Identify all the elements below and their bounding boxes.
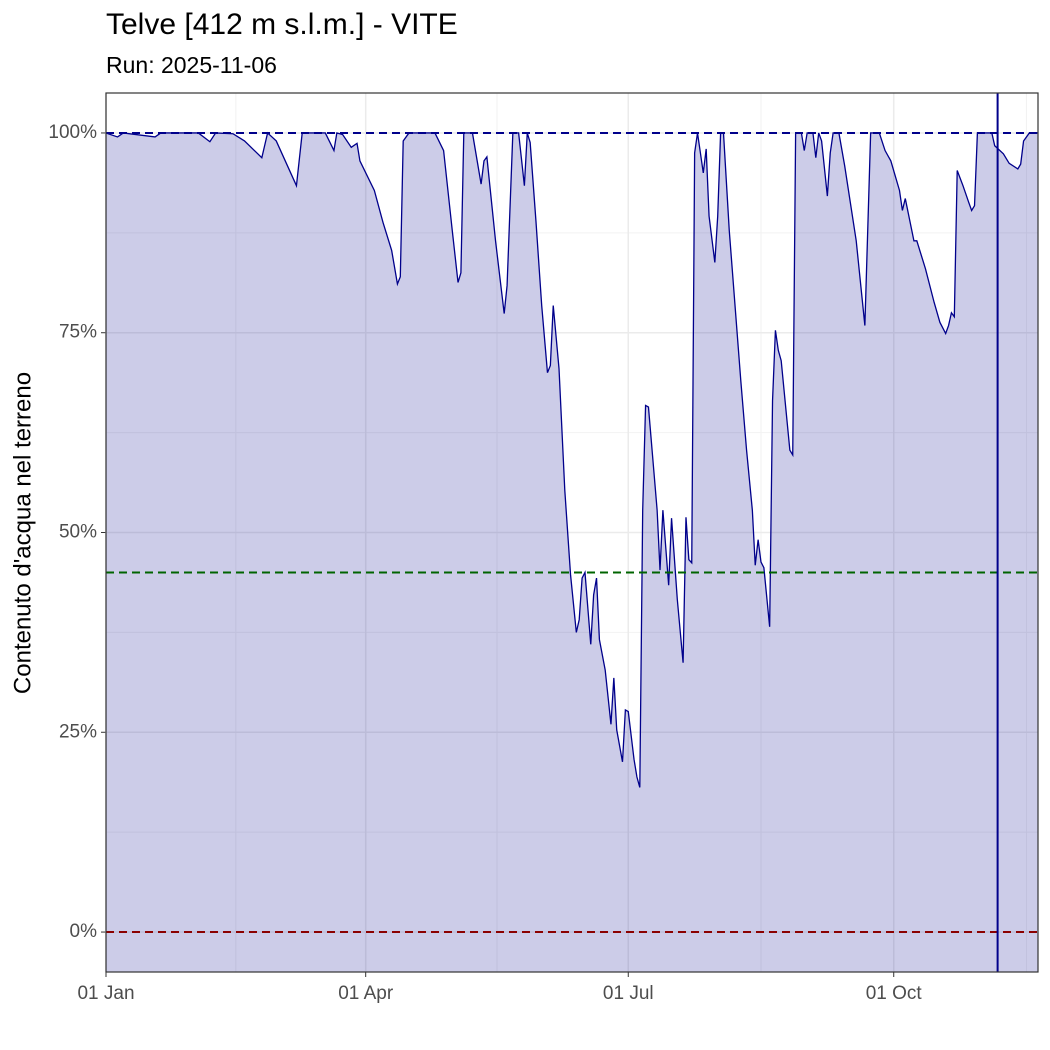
line <box>105 131 1038 788</box>
x-tick-label: 01 Jan <box>77 983 134 1004</box>
x-tick-label: 01 Jul <box>603 983 654 1004</box>
area <box>106 132 1038 973</box>
y-axis-label: Contenuto d'acqua nel terreno <box>9 372 36 694</box>
chart-subtitle: Run: 2025-11-06 <box>106 52 277 78</box>
x-tick-label: 01 Oct <box>866 983 923 1004</box>
x-tick-label: 01 Apr <box>338 983 394 1004</box>
y-tick-label: 100% <box>48 122 97 143</box>
panel-border <box>105 92 1039 973</box>
y-tick-label: 25% <box>59 721 97 742</box>
y-tick-label: 0% <box>70 921 98 942</box>
y-tick-label: 50% <box>59 522 97 543</box>
y-tick-label: 75% <box>59 322 97 343</box>
chart-title: Telve [412 m s.l.m.] - VITE <box>106 8 458 41</box>
